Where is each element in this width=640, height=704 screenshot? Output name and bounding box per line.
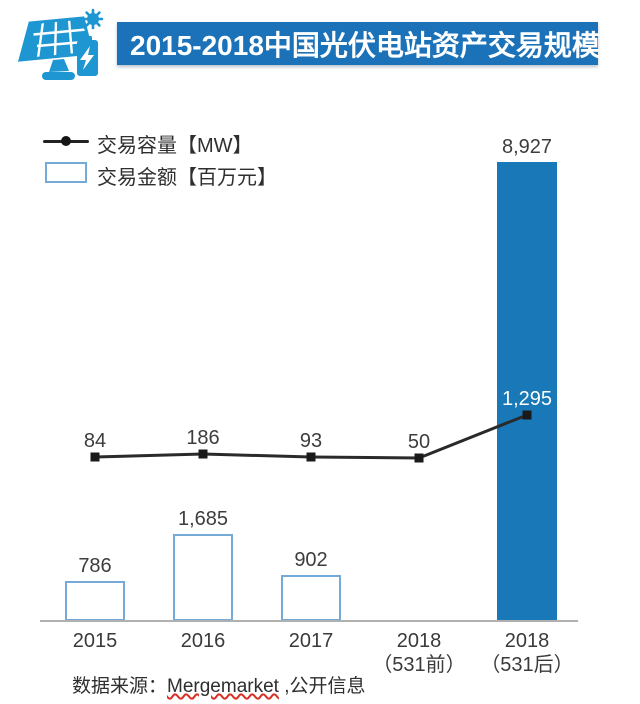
line-marker-icon xyxy=(306,452,316,462)
source-suffix: ,公开信息 xyxy=(278,676,366,697)
x-axis-label: 2018 （531后） xyxy=(461,629,593,677)
line-value-label: 1,295 xyxy=(501,388,553,410)
line-value-label: 186 xyxy=(186,427,220,449)
x-axis-label: 2018 （531前） xyxy=(353,629,485,677)
solar-panel-battery-sun-icon xyxy=(17,8,104,80)
bar-value-label: 8,927 xyxy=(501,136,553,158)
bar-outlined xyxy=(65,581,125,621)
bar-outlined xyxy=(281,575,341,621)
title-banner: 2015-2018中国光伏电站资产交易规模 xyxy=(117,22,600,65)
line-value-label: 50 xyxy=(407,431,431,453)
x-axis-label: 2017 xyxy=(288,630,334,652)
x-axis-sublabel: （531前） xyxy=(372,654,466,676)
x-axis-label: 2015 xyxy=(72,630,118,652)
legend-capacity-label: 交易容量【MW】 xyxy=(97,135,253,157)
legend-line-marker-icon xyxy=(61,136,71,146)
x-axis-line xyxy=(40,620,578,622)
line-value-label: 84 xyxy=(83,430,107,452)
data-source-note: 数据来源：Mergemarket ,公开信息 xyxy=(72,671,366,698)
x-axis-label: 2016 xyxy=(180,630,226,652)
bar-value-label: 1,685 xyxy=(177,508,229,530)
line-value-label: 93 xyxy=(299,430,323,452)
line-marker-icon xyxy=(198,449,208,459)
source-prefix: 数据来源： xyxy=(72,676,168,697)
bar-filled xyxy=(497,162,557,621)
page-title: 2015-2018中国光伏电站资产交易规模 xyxy=(130,29,600,61)
bar-value-label: 902 xyxy=(294,549,328,571)
bar-outlined xyxy=(173,534,233,621)
line-marker-icon xyxy=(414,453,424,463)
source-name: Mergemarket xyxy=(167,676,279,697)
legend-amount-label: 交易金额【百万元】 xyxy=(97,167,277,189)
line-marker-icon xyxy=(90,452,100,462)
bar-value-label: 786 xyxy=(78,555,112,577)
legend-bar-swatch xyxy=(45,162,87,183)
x-axis-sublabel: （531后） xyxy=(480,654,574,676)
